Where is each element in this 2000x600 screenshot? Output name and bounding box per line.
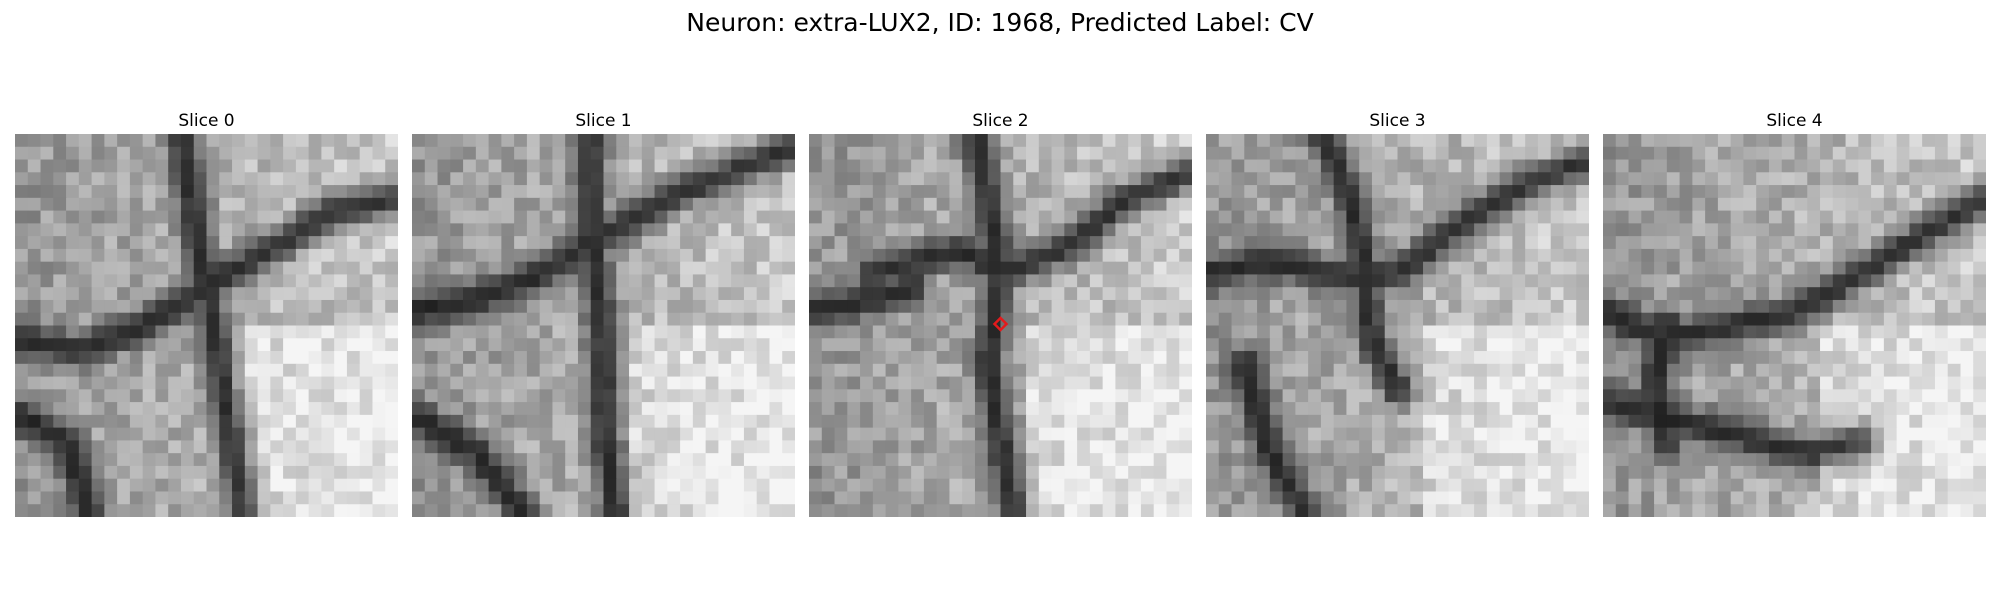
center-marker (992, 316, 1009, 332)
figure-title: Neuron: extra-LUX2, ID: 1968, Predicted … (686, 8, 1314, 37)
slice-title: Slice 3 (1369, 111, 1426, 131)
slice-title: Slice 2 (972, 111, 1029, 131)
slice-image (1603, 134, 1986, 517)
slice-image (412, 134, 795, 517)
slice-image (1206, 134, 1589, 517)
slice-panel-4: Slice 4 (1603, 108, 1986, 517)
slice-panel-2: Slice 2 (809, 108, 1192, 517)
slice-panel-3: Slice 3 (1206, 108, 1589, 517)
slice-title: Slice 0 (178, 111, 235, 131)
slice-title: Slice 4 (1766, 111, 1823, 131)
slice-panel-0: Slice 0 (15, 108, 398, 517)
slice-title: Slice 1 (575, 111, 632, 131)
slice-image (15, 134, 398, 517)
slice-image (809, 134, 1192, 517)
slice-panel-1: Slice 1 (412, 108, 795, 517)
